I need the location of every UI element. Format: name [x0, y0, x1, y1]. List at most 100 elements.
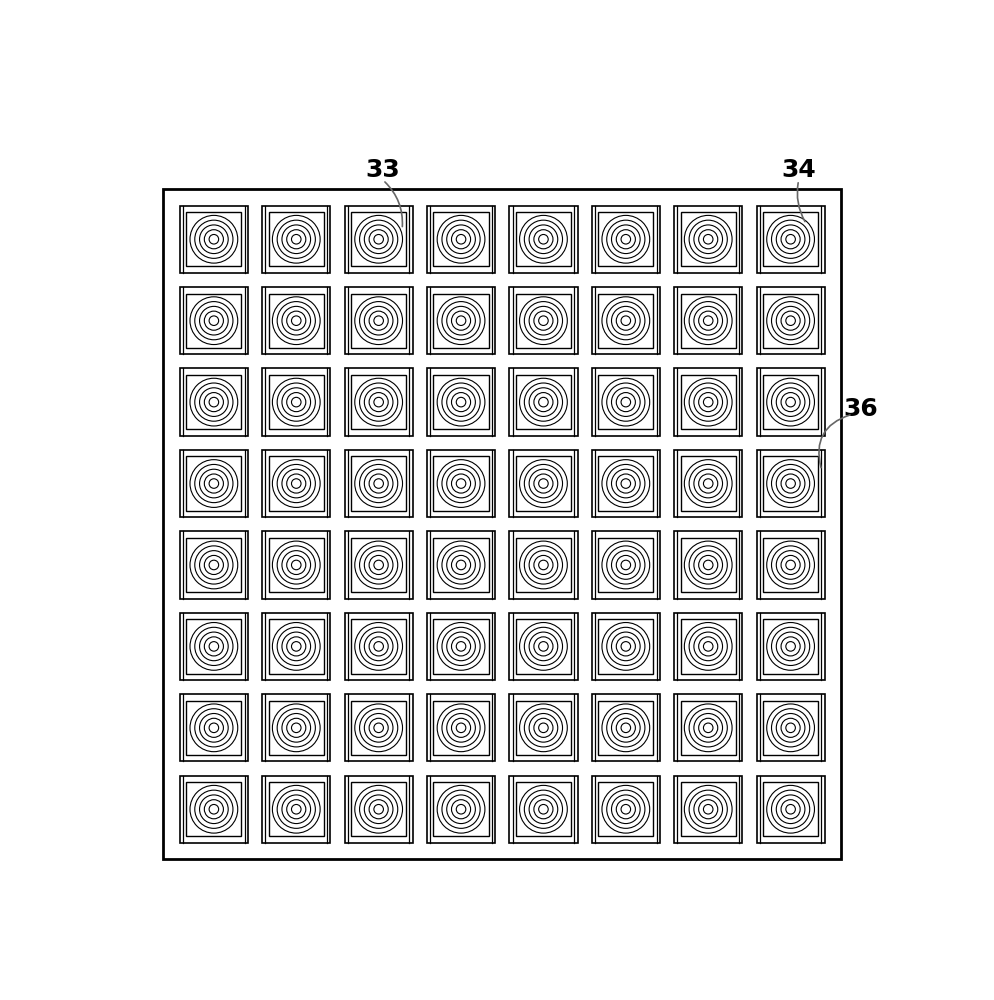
Bar: [268, 538, 323, 592]
Bar: [674, 368, 742, 436]
Bar: [509, 450, 577, 517]
Bar: [426, 694, 495, 761]
Bar: [186, 619, 242, 674]
Bar: [262, 368, 330, 436]
Bar: [755, 613, 824, 680]
Bar: [591, 531, 659, 599]
Bar: [591, 694, 659, 761]
Bar: [509, 613, 577, 680]
Bar: [186, 294, 242, 348]
Bar: [755, 531, 824, 599]
Bar: [680, 212, 735, 266]
Bar: [262, 531, 330, 599]
Bar: [515, 619, 571, 674]
Bar: [186, 456, 242, 511]
Bar: [597, 538, 653, 592]
Bar: [262, 287, 330, 354]
Bar: [344, 206, 413, 273]
Bar: [762, 456, 817, 511]
Bar: [262, 206, 330, 273]
Bar: [680, 701, 735, 755]
Bar: [762, 619, 817, 674]
Bar: [426, 776, 495, 843]
Bar: [674, 450, 742, 517]
Bar: [515, 294, 571, 348]
Bar: [762, 375, 817, 429]
Bar: [344, 613, 413, 680]
Bar: [351, 456, 406, 511]
Bar: [597, 212, 653, 266]
Bar: [674, 776, 742, 843]
Bar: [186, 701, 242, 755]
Bar: [680, 375, 735, 429]
Bar: [591, 450, 659, 517]
Bar: [186, 375, 242, 429]
Bar: [268, 619, 323, 674]
Bar: [180, 776, 248, 843]
Bar: [597, 294, 653, 348]
Bar: [591, 206, 659, 273]
Bar: [755, 694, 824, 761]
Bar: [674, 287, 742, 354]
Bar: [426, 613, 495, 680]
Bar: [597, 619, 653, 674]
Bar: [186, 782, 242, 836]
Bar: [344, 776, 413, 843]
Bar: [515, 701, 571, 755]
Bar: [351, 701, 406, 755]
Bar: [762, 212, 817, 266]
Text: 36: 36: [842, 397, 877, 421]
Bar: [680, 619, 735, 674]
Bar: [180, 287, 248, 354]
Bar: [597, 782, 653, 836]
Bar: [433, 456, 488, 511]
Text: 34: 34: [780, 158, 815, 182]
Bar: [755, 206, 824, 273]
Bar: [268, 294, 323, 348]
Bar: [755, 776, 824, 843]
Bar: [515, 212, 571, 266]
Bar: [755, 450, 824, 517]
Bar: [268, 701, 323, 755]
Bar: [268, 375, 323, 429]
Bar: [262, 776, 330, 843]
Bar: [674, 694, 742, 761]
Bar: [262, 450, 330, 517]
Bar: [433, 375, 488, 429]
Bar: [509, 206, 577, 273]
Bar: [262, 613, 330, 680]
Text: 33: 33: [365, 158, 400, 182]
Bar: [351, 212, 406, 266]
Bar: [591, 776, 659, 843]
Bar: [344, 287, 413, 354]
Bar: [433, 538, 488, 592]
Bar: [351, 782, 406, 836]
Bar: [762, 538, 817, 592]
Bar: [426, 287, 495, 354]
Bar: [591, 368, 659, 436]
Bar: [186, 212, 242, 266]
Bar: [515, 456, 571, 511]
Bar: [509, 776, 577, 843]
Bar: [344, 368, 413, 436]
Bar: [433, 212, 488, 266]
Bar: [509, 531, 577, 599]
Bar: [426, 368, 495, 436]
Bar: [762, 782, 817, 836]
Bar: [591, 613, 659, 680]
Bar: [268, 212, 323, 266]
Bar: [180, 206, 248, 273]
Bar: [515, 538, 571, 592]
Bar: [597, 456, 653, 511]
Bar: [344, 450, 413, 517]
Bar: [433, 294, 488, 348]
Bar: [515, 782, 571, 836]
Bar: [180, 450, 248, 517]
Bar: [351, 375, 406, 429]
Bar: [351, 294, 406, 348]
Bar: [680, 294, 735, 348]
Bar: [755, 287, 824, 354]
Bar: [762, 294, 817, 348]
Bar: [762, 701, 817, 755]
Bar: [509, 368, 577, 436]
